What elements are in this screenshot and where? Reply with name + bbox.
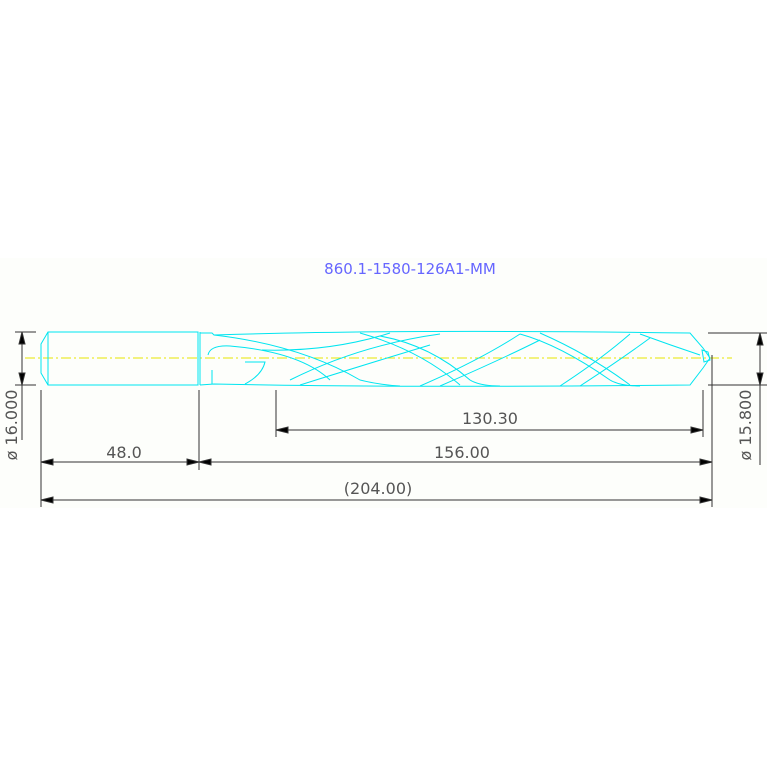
drawing-background — [0, 258, 767, 508]
overall-length-label: (204.00) — [344, 479, 412, 498]
fluted-body — [199, 330, 711, 387]
drill-body — [40, 330, 711, 387]
drill-diameter-label: ø 15.800 — [736, 390, 755, 461]
body-length-label: 156.00 — [434, 443, 490, 462]
shank-diameter-label: ø 16.000 — [2, 390, 21, 461]
dimensions — [15, 331, 767, 507]
flute-length-label: 130.30 — [462, 409, 518, 428]
shank-length-label: 48.0 — [106, 443, 142, 462]
drawing-title: 860.1-1580-126A1-MM — [324, 260, 496, 278]
